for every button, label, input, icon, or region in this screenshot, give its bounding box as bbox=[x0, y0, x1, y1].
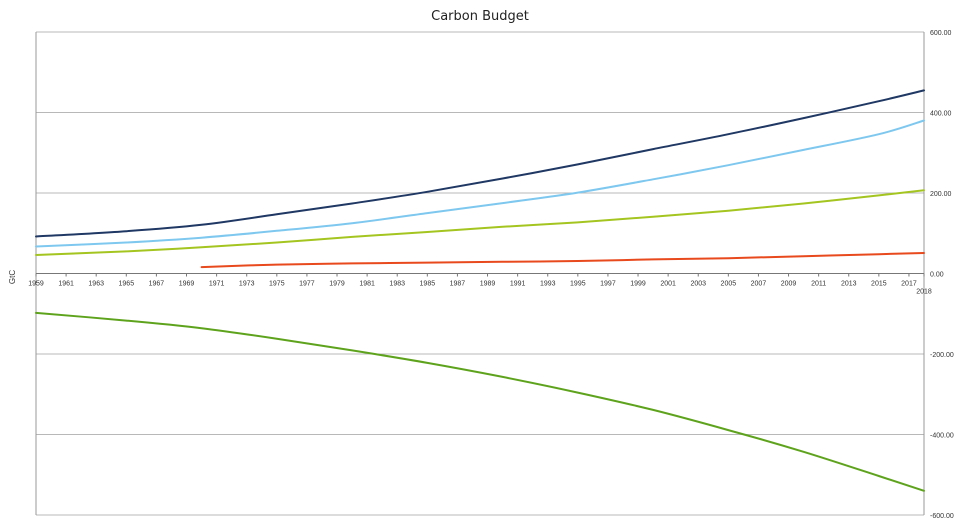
x-tick-label: 2017 bbox=[901, 281, 917, 288]
x-tick-label: 1995 bbox=[570, 281, 586, 288]
y-tick-label: -200.00 bbox=[930, 352, 954, 359]
x-tick-label: 1975 bbox=[269, 281, 285, 288]
x-tick-label: 1979 bbox=[329, 281, 345, 288]
y-tick-labels: 600.00 400.00 200.00 0.00 -200.00 -400.00 -600… bbox=[930, 30, 954, 520]
x-tick-label: 1971 bbox=[209, 281, 225, 288]
x-tick-label: 1987 bbox=[450, 281, 466, 288]
x-tick-label: 1997 bbox=[600, 281, 616, 288]
series-line-2 bbox=[35, 119, 925, 248]
chart-title: Carbon Budget bbox=[431, 9, 529, 24]
x-tick-labels: 1959 1961 1963 1965 1967 1969 1971 1973 1975 1977… bbox=[28, 273, 932, 296]
x-tick-label: 1989 bbox=[480, 281, 496, 288]
x-tick-label: 1961 bbox=[58, 281, 74, 288]
x-tick-label: 1981 bbox=[359, 281, 375, 288]
series-layer bbox=[35, 89, 925, 492]
x-tick-label: 2001 bbox=[660, 281, 676, 288]
x-tick-label: 1959 bbox=[28, 281, 44, 288]
y-tick-label: 600.00 bbox=[930, 30, 952, 37]
y-axis-label: GtC bbox=[8, 270, 17, 284]
x-tick-label: 2009 bbox=[781, 281, 797, 288]
x-tick-label: 1965 bbox=[119, 281, 135, 288]
x-tick-label: 1999 bbox=[630, 281, 646, 288]
x-tick-label: 2013 bbox=[841, 281, 857, 288]
x-tick-label: 1983 bbox=[389, 281, 405, 288]
x-tick-label: 2015 bbox=[871, 281, 887, 288]
x-tick-label: 1977 bbox=[299, 281, 315, 288]
x-tick-label: 1969 bbox=[179, 281, 195, 288]
series-line-1 bbox=[35, 89, 925, 238]
x-tick-label: 1991 bbox=[510, 281, 526, 288]
x-tick-label: 1967 bbox=[149, 281, 165, 288]
y-tick-label: -400.00 bbox=[930, 433, 954, 440]
y-tick-label: 400.00 bbox=[930, 111, 952, 118]
x-tick-label: 1985 bbox=[420, 281, 436, 288]
x-tick-label: 1973 bbox=[239, 281, 255, 288]
x-tick-label: 2011 bbox=[811, 281, 826, 288]
y-tick-label: 200.00 bbox=[930, 191, 952, 198]
series-line-3 bbox=[35, 189, 925, 256]
x-tick-label: 2007 bbox=[751, 281, 767, 288]
series-line-5 bbox=[35, 311, 925, 492]
plot-frame bbox=[35, 32, 925, 515]
series-line-4 bbox=[200, 252, 925, 269]
x-tick-label: 2005 bbox=[721, 281, 737, 288]
y-tick-label: 0.00 bbox=[930, 272, 944, 279]
y-tick-label: -600.00 bbox=[930, 513, 954, 520]
x-tick-label: 2018 bbox=[916, 289, 932, 296]
x-tick-label: 1963 bbox=[88, 281, 104, 288]
x-tick-label: 2003 bbox=[690, 281, 706, 288]
x-tick-label: 1993 bbox=[540, 281, 556, 288]
